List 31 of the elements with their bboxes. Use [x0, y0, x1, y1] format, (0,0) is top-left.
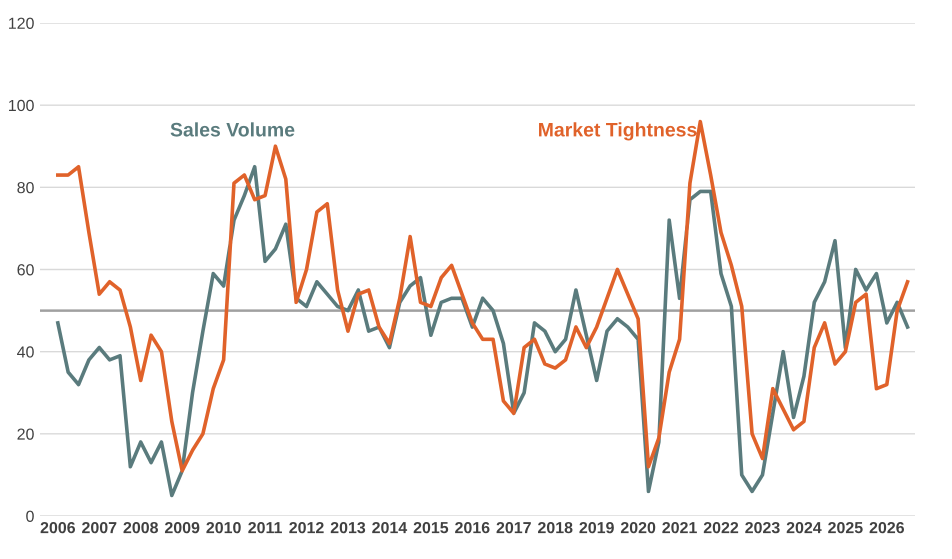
series-label: Market Tightness — [539, 122, 696, 141]
x-tick-label: 2008 — [124, 522, 158, 534]
y-tick-label: 40 — [17, 346, 34, 358]
x-tick-label: 2025 — [828, 522, 863, 534]
text: Sales Volume — [170, 122, 294, 137]
x-tick-label: 2013 — [330, 522, 366, 534]
y-tick-label: 120 — [9, 18, 34, 29]
y-tick-label: 0 — [26, 510, 34, 522]
y-tick-label: 100 — [9, 100, 34, 112]
x-tick-label: 2017 — [496, 522, 531, 534]
line-series — [56, 120, 910, 473]
y-tick-label: 80 — [17, 182, 34, 194]
x-tick-label: 2019 — [579, 522, 614, 534]
x-tick-label: 2012 — [289, 522, 324, 534]
x-tick-label: 2020 — [620, 522, 656, 534]
x-tick-label: 2009 — [164, 522, 200, 534]
y-tick-label: 60 — [17, 264, 34, 276]
x-tick-label: 2015 — [414, 522, 448, 534]
x-tick-label: 2006 — [40, 522, 76, 534]
x-tick-label: 2010 — [206, 522, 241, 534]
x-tick-label: 2018 — [538, 522, 572, 534]
x-tick-label: 2022 — [704, 522, 738, 534]
x-tick-label: 2014 — [372, 522, 408, 534]
x-tick-label: 2011 — [248, 522, 282, 534]
x-tick-label: 2024 — [786, 522, 822, 534]
x-tick-label: 2026 — [870, 522, 904, 534]
x-tick-label: 2007 — [82, 522, 116, 534]
x-tick-label: 2021 — [662, 522, 697, 534]
x-tick-label: 2016 — [455, 522, 490, 534]
x-tick-label: 2023 — [745, 522, 780, 534]
y-tick-label: 20 — [17, 428, 34, 440]
